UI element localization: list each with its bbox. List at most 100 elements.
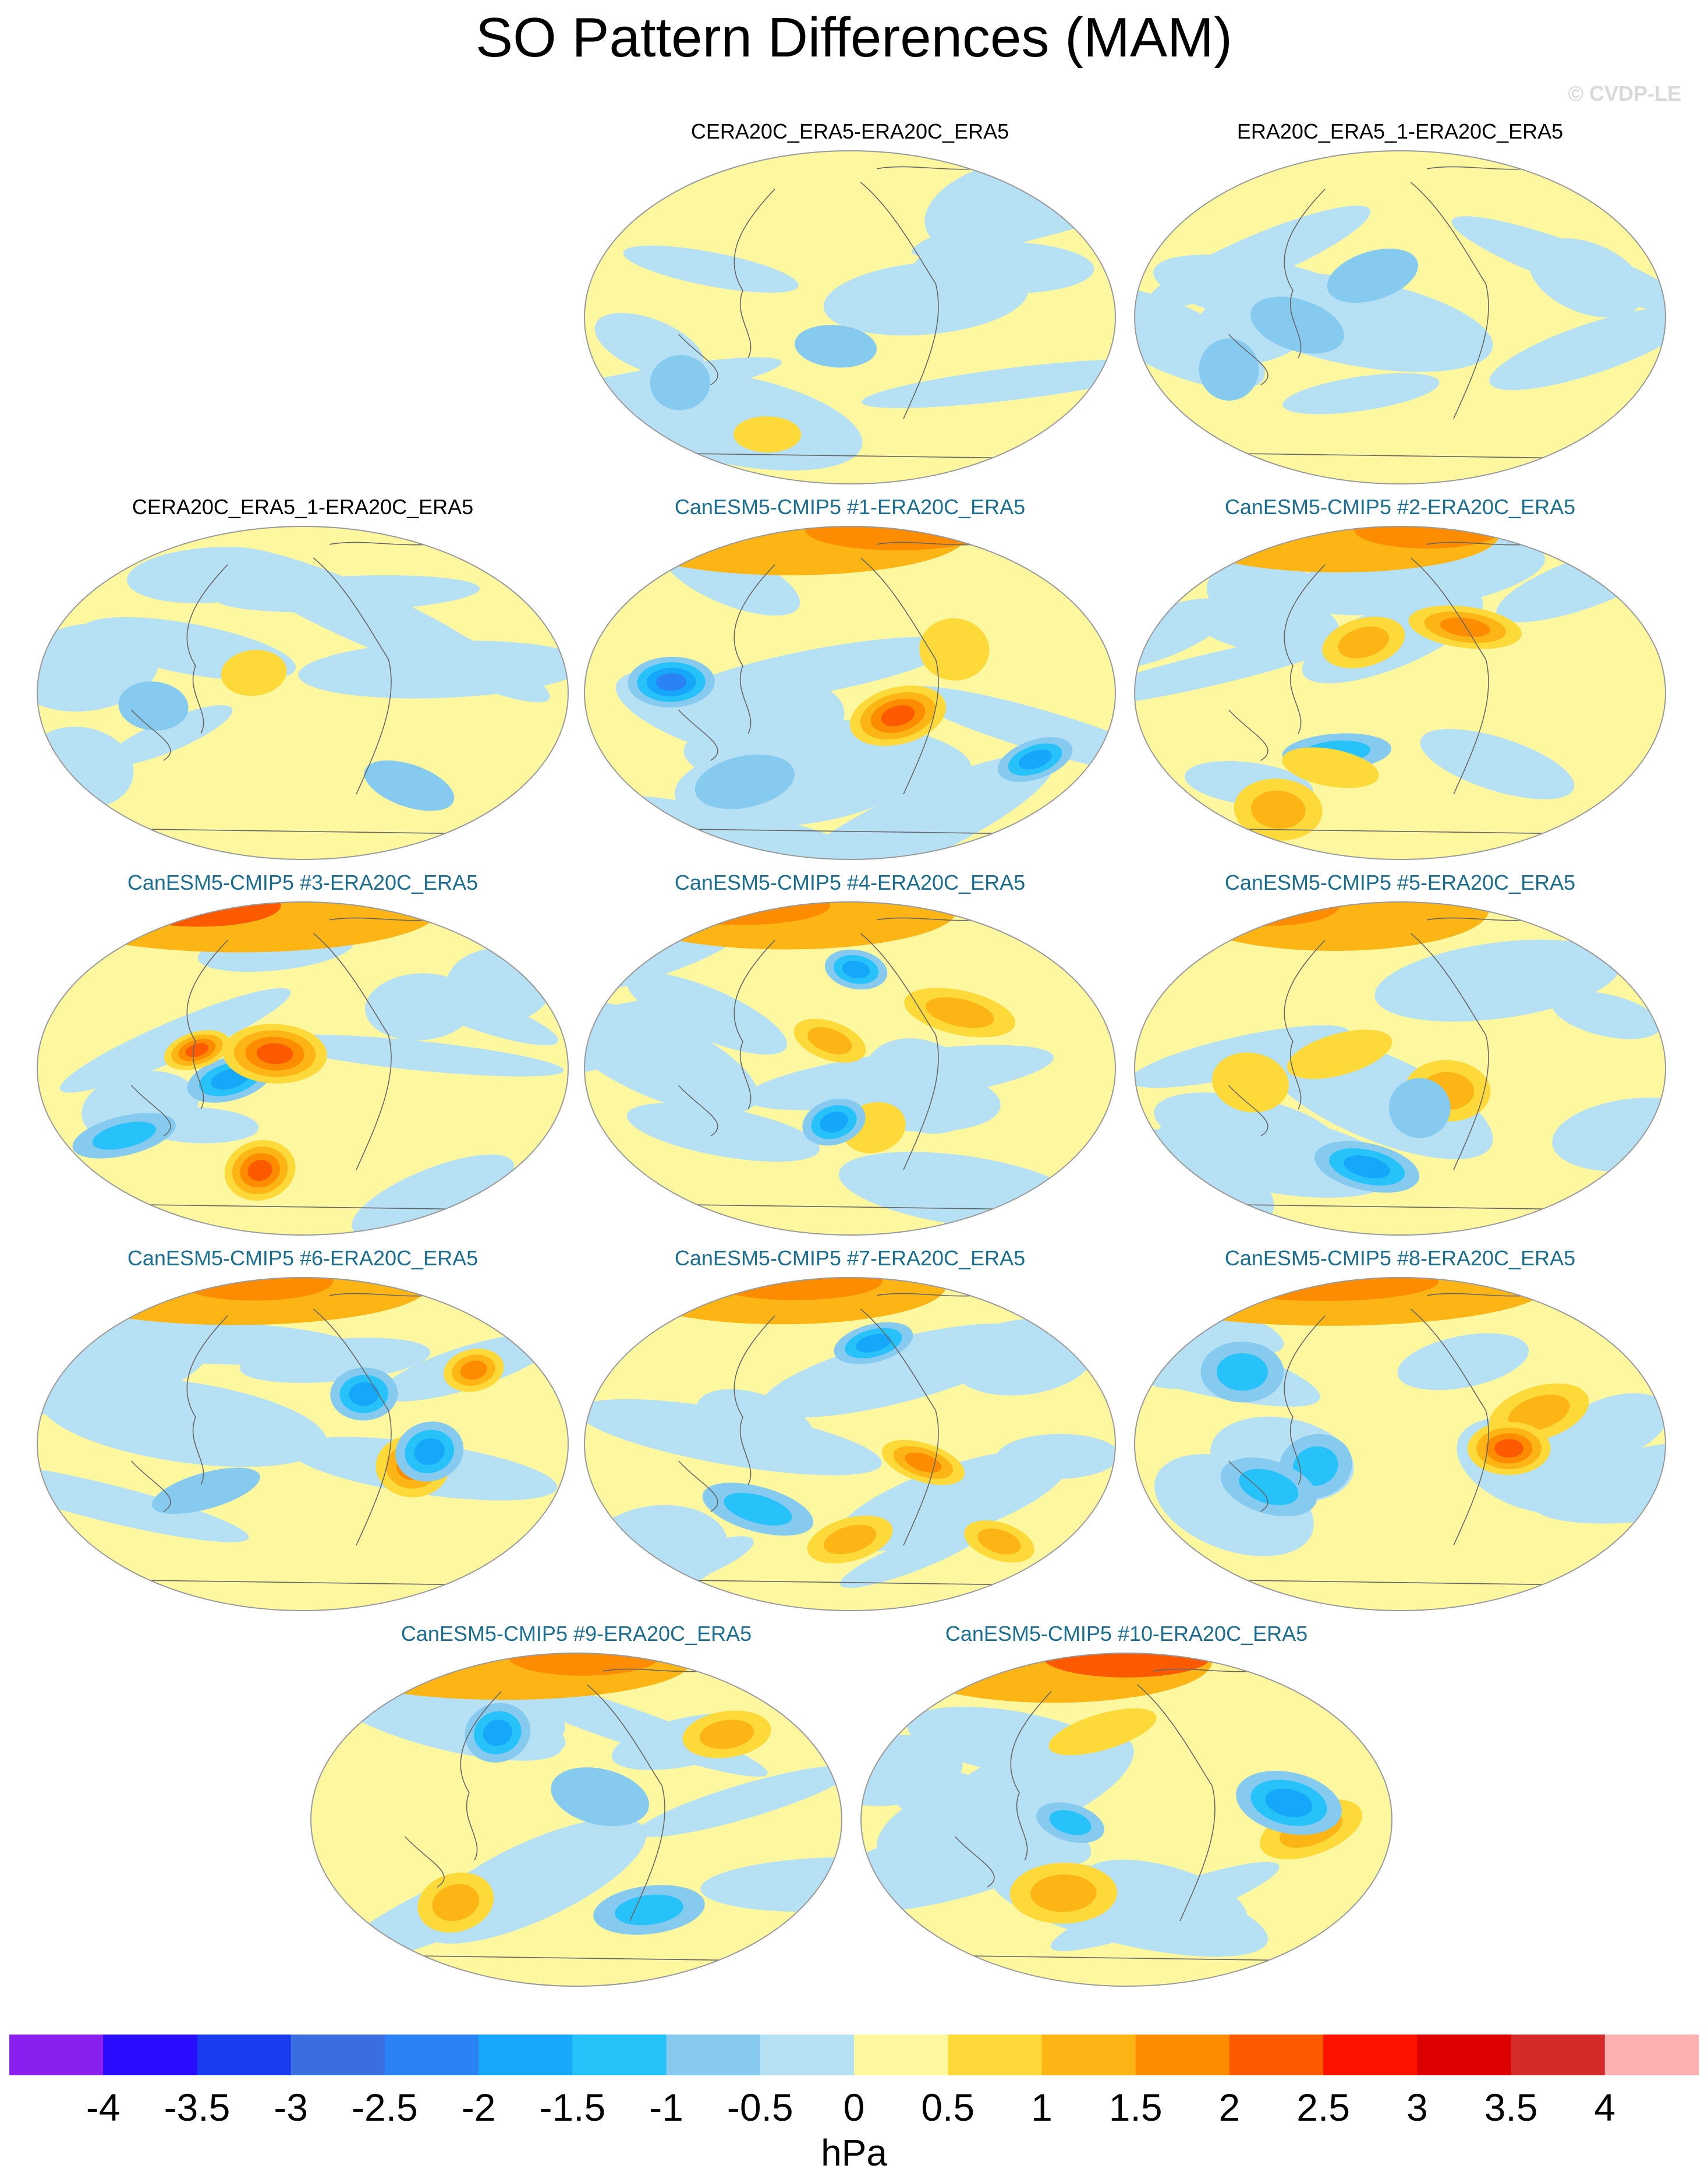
- colorbar-tick-label: 0: [844, 2086, 865, 2129]
- world-map: [1134, 1277, 1666, 1611]
- coastline: [1284, 189, 1326, 358]
- coastline: [131, 1460, 171, 1512]
- panel-title: CanESM5-CMIP5 #5-ERA20C_ERA5: [1224, 871, 1576, 894]
- map-panel: CanESM5-CMIP5 #10-ERA20C_ERA5: [853, 1622, 1400, 1994]
- coastline: [1410, 933, 1489, 1170]
- panel-title: CanESM5-CMIP5 #9-ERA20C_ERA5: [401, 1622, 752, 1646]
- map-panel: CanESM5-CMIP5 #8-ERA20C_ERA5: [1126, 1246, 1674, 1619]
- map-boundary: [37, 901, 569, 1236]
- coastline: [460, 1691, 502, 1860]
- coastline: [1228, 1085, 1268, 1137]
- world-map: [1134, 901, 1666, 1236]
- copyright-watermark: © CVDP-LE: [1568, 82, 1681, 105]
- coastline: [313, 557, 392, 795]
- pressure-difference-field: [37, 1278, 568, 1611]
- coastline: [678, 334, 718, 385]
- coastline: [186, 940, 228, 1109]
- colorbar-segment: [1604, 2035, 1699, 2075]
- panel-title: ERA20C_ERA5_1-ERA20C_ERA5: [1236, 119, 1564, 143]
- colorbar-segment: [1323, 2035, 1418, 2075]
- world-map: [1134, 526, 1666, 860]
- coastline: [860, 182, 939, 419]
- map-panel: CanESM5-CMIP5 #5-ERA20C_ERA5: [1126, 871, 1674, 1243]
- colorbar-tick-label: -1.5: [539, 2086, 605, 2129]
- pressure-difference-field: [311, 1653, 842, 1986]
- coastline: [1284, 940, 1326, 1109]
- colorbar-tick-label: 2: [1219, 2086, 1241, 2129]
- coastline: [860, 557, 939, 795]
- map-panel: CanESM5-CMIP5 #4-ERA20C_ERA5: [576, 871, 1124, 1243]
- coastline: [733, 940, 775, 1109]
- map-panel: CanESM5-CMIP5 #6-ERA20C_ERA5: [29, 1246, 576, 1619]
- coastline: [586, 1684, 665, 1922]
- pressure-difference-field: [37, 902, 568, 1235]
- colorbar-tick-label: 4: [1594, 2086, 1615, 2129]
- world-map: [310, 1653, 842, 1987]
- coastline: [1010, 1691, 1052, 1860]
- map-panel: CERA20C_ERA5-ERA20C_ERA5: [576, 119, 1124, 492]
- coastline: [313, 933, 392, 1170]
- coastline: [1228, 709, 1268, 761]
- map-panel: CERA20C_ERA5_1-ERA20C_ERA5: [29, 495, 576, 868]
- colorbar: -4 -3.5 -3 -2.5 -2 -1.5 -1 -0.5 0 0.5 1 1.5 2 2.5 3 3.5…: [9, 2035, 1699, 2129]
- figure-title: SO Pattern Differences (MAM): [476, 6, 1232, 69]
- colorbar-tick-label: 0.5: [921, 2086, 975, 2129]
- pressure-difference-field: [1135, 526, 1666, 859]
- panel-title: CERA20C_ERA5_1-ERA20C_ERA5: [132, 495, 474, 519]
- colorbar-tick-label: 3: [1406, 2086, 1428, 2129]
- colorbar-units: hPa: [821, 2132, 887, 2174]
- world-map: [860, 1653, 1392, 1987]
- coastline: [1410, 1308, 1489, 1546]
- colorbar-segment: [1417, 2035, 1512, 2075]
- world-map: [37, 901, 569, 1236]
- coastline: [733, 1315, 775, 1485]
- coastline: [860, 933, 939, 1170]
- colorbar-segment: [197, 2035, 292, 2075]
- coastline: [678, 1085, 718, 1137]
- coastline: [733, 564, 775, 734]
- coastline: [955, 1836, 995, 1888]
- colorbar-tick-label: -3.5: [164, 2086, 231, 2129]
- world-map: [584, 526, 1116, 860]
- map-panel: CanESM5-CMIP5 #3-ERA20C_ERA5: [29, 871, 576, 1243]
- colorbar-segment: [103, 2035, 197, 2075]
- coastline: [1410, 557, 1489, 795]
- map-boundary: [1134, 526, 1666, 860]
- colorbar-segment: [290, 2035, 385, 2075]
- coastline: [678, 1460, 718, 1512]
- coastline: [405, 1836, 445, 1888]
- world-map: [37, 526, 569, 860]
- coastline: [733, 189, 775, 358]
- world-map: [584, 1277, 1116, 1611]
- map-boundary: [37, 526, 569, 860]
- colorbar-segment: [1229, 2035, 1324, 2075]
- colorbar-segment: [1135, 2035, 1230, 2075]
- colorbar-segment: [948, 2035, 1042, 2075]
- pressure-difference-field: [584, 151, 1115, 484]
- coastline: [1228, 334, 1268, 385]
- colorbar-segment: [760, 2035, 855, 2075]
- coastline: [678, 709, 718, 761]
- map-boundary: [37, 1277, 569, 1611]
- coastline: [131, 1085, 171, 1137]
- map-boundary: [310, 1653, 842, 1987]
- coastline: [131, 709, 171, 761]
- colorbar-tick-label: -2.5: [352, 2086, 418, 2129]
- world-map: [584, 150, 1116, 484]
- pressure-difference-field: [584, 526, 1115, 859]
- panel-title: CanESM5-CMIP5 #4-ERA20C_ERA5: [674, 871, 1026, 894]
- pressure-difference-field: [861, 1653, 1392, 1986]
- panel-title: CanESM5-CMIP5 #2-ERA20C_ERA5: [1224, 495, 1576, 519]
- colorbar-tick-label: 1.5: [1109, 2086, 1163, 2129]
- map-boundary: [584, 1277, 1116, 1611]
- colorbar-tick-label: -1: [649, 2086, 683, 2129]
- coastline: [313, 1308, 392, 1546]
- panel-title: CanESM5-CMIP5 #6-ERA20C_ERA5: [127, 1246, 479, 1270]
- colorbar-tick-label: 1: [1031, 2086, 1053, 2129]
- colorbar-segment: [666, 2035, 761, 2075]
- map-boundary: [860, 1653, 1392, 1987]
- colorbar-segment: [1041, 2035, 1136, 2075]
- panel-title: CanESM5-CMIP5 #7-ERA20C_ERA5: [674, 1246, 1026, 1270]
- colorbar-segment: [479, 2035, 573, 2075]
- colorbar-segment: [384, 2035, 479, 2075]
